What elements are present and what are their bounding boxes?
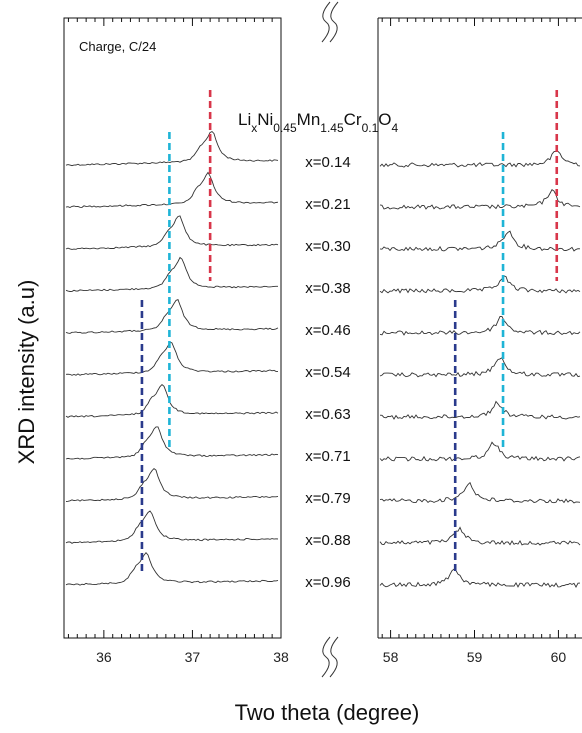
composition-label: x=0.54	[305, 364, 350, 381]
composition-label: x=0.14	[305, 154, 350, 171]
xrd-trace	[65, 171, 279, 208]
labels: Charge, C/24 LixNi0.45Mn1.45Cr0.1O4 Two …	[14, 39, 419, 725]
composition-label: x=0.88	[305, 532, 350, 549]
axes-frame	[63, 1, 582, 678]
axis-ticks: 36 37 38 58 59 60	[67, 18, 576, 665]
composition-label: x=0.71	[305, 448, 350, 465]
x-tick-label: 38	[273, 649, 289, 665]
xrd-trace	[379, 150, 581, 168]
x-tick-label: 36	[96, 649, 112, 665]
formula-label: LixNi0.45Mn1.45Cr0.1O4	[238, 110, 399, 135]
composition-label: x=0.96	[305, 574, 350, 591]
xrd-trace	[65, 215, 279, 250]
xrd-trace	[65, 551, 279, 586]
x-axis-title: Two theta (degree)	[235, 700, 420, 725]
xrd-trace	[379, 400, 581, 420]
xrd-trace	[379, 526, 581, 546]
xrd-traces	[65, 130, 581, 588]
charge-annotation: Charge, C/24	[79, 39, 156, 54]
xrd-trace	[65, 383, 279, 418]
axis-break-top	[306, 1, 342, 43]
xrd-trace	[65, 130, 279, 167]
composition-label: x=0.63	[305, 406, 350, 423]
composition-label: x=0.79	[305, 490, 350, 507]
x-tick-label: 60	[551, 649, 567, 665]
xrd-trace	[379, 568, 581, 588]
xrd-trace	[379, 189, 581, 210]
xrd-trace	[65, 256, 278, 292]
composition-label: x=0.46	[305, 322, 350, 339]
xrd-trace	[65, 341, 278, 376]
xrd-trace	[379, 275, 581, 294]
composition-label: x=0.30	[305, 238, 350, 255]
xrd-trace	[65, 510, 279, 544]
xrd-trace	[379, 441, 581, 462]
left-panel-frame	[63, 17, 282, 639]
y-axis-title: XRD intensity (a.u)	[14, 280, 39, 465]
xrd-trace	[65, 467, 279, 502]
xrd-trace	[379, 230, 581, 252]
xrd-trace	[65, 426, 279, 460]
composition-label: x=0.38	[305, 280, 350, 297]
axis-break-bottom	[306, 636, 342, 678]
xrd-trace	[379, 316, 581, 336]
x-tick-label: 58	[383, 649, 399, 665]
xrd-trace	[379, 481, 581, 504]
xrd-trace	[379, 357, 581, 378]
reference-lines	[140, 90, 559, 575]
xrd-trace	[65, 299, 279, 334]
x-tick-label: 59	[467, 649, 483, 665]
x-tick-label: 37	[185, 649, 201, 665]
composition-label: x=0.21	[305, 196, 350, 213]
